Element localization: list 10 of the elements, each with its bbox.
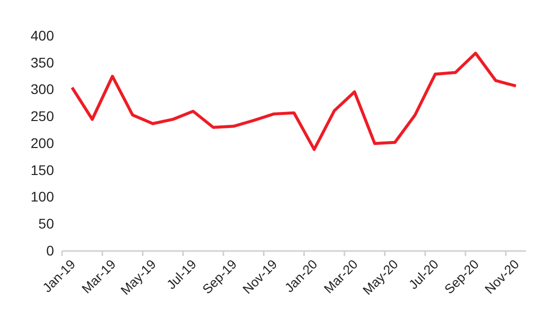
y-tick-label: 100 xyxy=(30,188,54,205)
y-tick-label: 350 xyxy=(30,54,54,70)
line-series xyxy=(70,52,518,151)
y-tick-label: 0 xyxy=(46,242,54,258)
y-tick-label: 200 xyxy=(30,134,54,151)
y-tick-label: 400 xyxy=(30,27,54,44)
y-tick-label: 150 xyxy=(30,162,54,178)
y-tick-label: 50 xyxy=(38,216,54,232)
y-tick-label: 300 xyxy=(30,81,54,98)
y-tick-label: 250 xyxy=(30,108,54,124)
